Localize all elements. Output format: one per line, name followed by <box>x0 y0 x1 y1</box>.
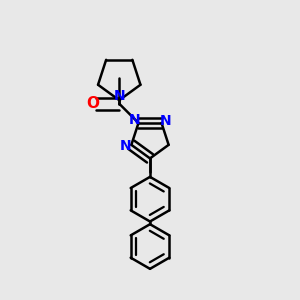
Text: N: N <box>120 140 131 154</box>
Text: N: N <box>113 89 125 103</box>
Text: O: O <box>86 96 99 111</box>
Text: N: N <box>160 114 171 128</box>
Text: N: N <box>129 113 140 128</box>
